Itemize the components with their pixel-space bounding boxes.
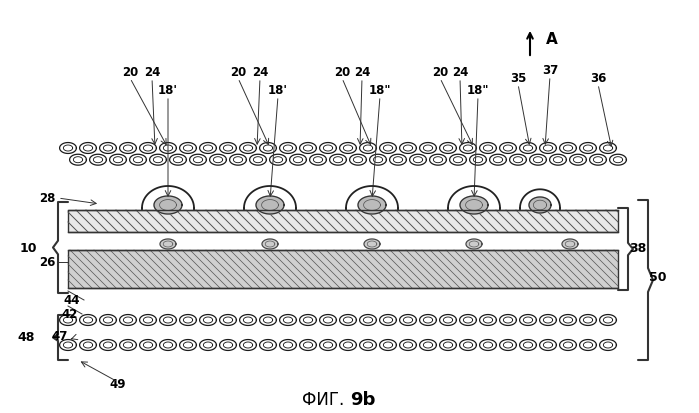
Text: 44: 44: [64, 294, 80, 306]
Polygon shape: [256, 196, 284, 214]
Text: 18": 18": [369, 83, 391, 97]
Bar: [68, 250, 618, 288]
Text: 26: 26: [39, 256, 55, 268]
Text: 24: 24: [452, 66, 468, 78]
Text: 48: 48: [17, 331, 35, 344]
Polygon shape: [160, 239, 176, 249]
Text: 20: 20: [230, 66, 246, 78]
Text: 18': 18': [158, 83, 178, 97]
Text: 38: 38: [629, 242, 647, 256]
Polygon shape: [460, 196, 488, 214]
Text: A: A: [546, 33, 558, 47]
Text: 47: 47: [52, 330, 69, 342]
Text: 18": 18": [467, 83, 489, 97]
Text: 24: 24: [354, 66, 370, 78]
Polygon shape: [364, 239, 380, 249]
Polygon shape: [562, 239, 578, 249]
Text: 36: 36: [590, 71, 606, 85]
Polygon shape: [529, 197, 551, 213]
Text: 42: 42: [62, 308, 78, 320]
Text: 49: 49: [110, 377, 127, 391]
Polygon shape: [262, 239, 278, 249]
Text: 20: 20: [432, 66, 448, 78]
Text: 20: 20: [334, 66, 350, 78]
Text: 37: 37: [542, 64, 558, 76]
Text: 10: 10: [20, 242, 37, 256]
Text: 35: 35: [510, 71, 526, 85]
Polygon shape: [154, 196, 182, 214]
Text: ФИГ.: ФИГ.: [303, 391, 350, 409]
Text: 24: 24: [144, 66, 160, 78]
Text: 24: 24: [252, 66, 268, 78]
Text: 18': 18': [268, 83, 288, 97]
Bar: [68, 210, 618, 232]
Polygon shape: [358, 196, 386, 214]
Polygon shape: [466, 239, 482, 249]
Text: 28: 28: [39, 192, 55, 204]
Text: 20: 20: [122, 66, 138, 78]
Text: 9b: 9b: [350, 391, 375, 409]
Text: 50: 50: [649, 271, 667, 284]
